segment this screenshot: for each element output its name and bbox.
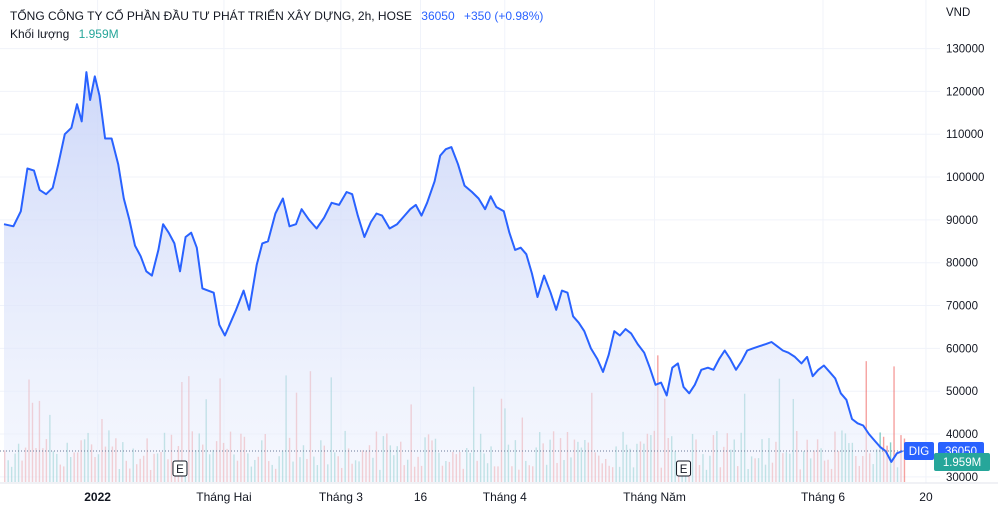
- volume-tag-label: 1.959M: [943, 457, 981, 469]
- legend-volume-value: 1.959M: [78, 27, 119, 41]
- x-tick-label: Tháng Hai: [196, 490, 251, 504]
- volume-bar: [903, 438, 906, 482]
- legend-title-row: TỔNG CÔNG TY CỔ PHẦN ĐẦU TƯ PHÁT TRIỂN X…: [10, 7, 543, 25]
- y-tick-label: 100000: [946, 172, 984, 184]
- y-tick-label: 80000: [946, 258, 978, 270]
- symbol-tag[interactable]: [904, 441, 934, 460]
- price-line[interactable]: [3, 71, 903, 463]
- x-tick-label: Tháng 6: [801, 490, 845, 504]
- chart-legend: TỔNG CÔNG TY CỔ PHẦN ĐẦU TƯ PHÁT TRIỂN X…: [10, 7, 543, 43]
- y-tick-label: 120000: [946, 86, 984, 98]
- x-tick-label: 20: [919, 490, 933, 504]
- event-marker[interactable]: [172, 460, 188, 477]
- y-tick-label: 40000: [946, 429, 978, 441]
- x-tick-label: Tháng 4: [483, 490, 527, 504]
- event-marker-label: E: [176, 464, 184, 476]
- legend-title: TỔNG CÔNG TY CỔ PHẦN ĐẦU TƯ PHÁT TRIỂN X…: [10, 9, 412, 23]
- symbol-tag-label: DIG: [909, 446, 930, 458]
- y-tick-label: 70000: [946, 301, 978, 313]
- legend-volume-label: Khối lượng: [10, 27, 70, 41]
- y-tick-label: 50000: [946, 386, 978, 398]
- x-tick-label: Tháng 3: [319, 490, 363, 504]
- x-tick-label: 16: [414, 490, 428, 504]
- y-tick-label: 60000: [946, 343, 978, 355]
- event-marker-label: E: [680, 464, 688, 476]
- y-tick-label: 30000: [946, 472, 978, 484]
- y-tick-label: 90000: [946, 215, 978, 227]
- x-tick-label: 2022: [84, 490, 111, 504]
- volume-bar: [865, 361, 867, 482]
- legend-volume-row: Khối lượng 1.959M: [10, 25, 543, 43]
- event-marker[interactable]: [676, 460, 692, 477]
- volume-tag[interactable]: [934, 453, 990, 471]
- legend-change: +350 (+0.98%): [463, 9, 544, 23]
- y-tick-label: 110000: [946, 129, 984, 141]
- legend-last-price: 36050: [421, 9, 455, 23]
- volume-bar: [893, 366, 895, 482]
- x-tick-label: Tháng Năm: [623, 490, 686, 504]
- y-axis-currency: VND: [946, 7, 970, 19]
- y-tick-label: 130000: [946, 44, 984, 56]
- price-area: [4, 72, 903, 482]
